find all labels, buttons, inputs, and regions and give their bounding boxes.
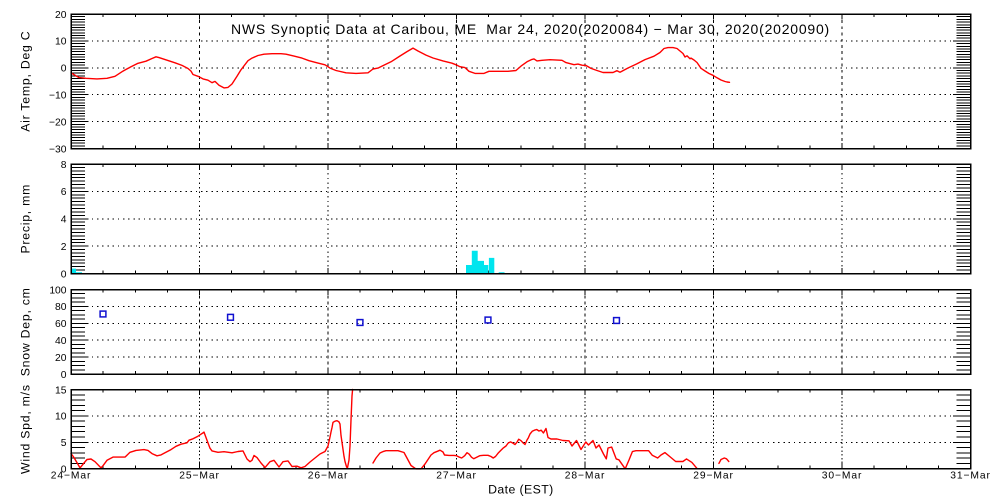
svg-text:10: 10 (55, 37, 67, 48)
svg-text:40: 40 (55, 336, 67, 347)
svg-text:25−Mar: 25−Mar (179, 471, 220, 482)
svg-text:NWS Synoptic Data at Caribou,: NWS Synoptic Data at Caribou, ME Mar 24,… (231, 21, 830, 37)
svg-text:60: 60 (55, 319, 67, 330)
svg-text:80: 80 (55, 302, 67, 313)
svg-text:−20: −20 (49, 117, 67, 128)
svg-text:24−Mar: 24−Mar (51, 471, 92, 482)
svg-text:Wind Spd, m/s: Wind Spd, m/s (19, 384, 33, 474)
svg-text:Air Temp, Deg C: Air Temp, Deg C (19, 31, 33, 132)
svg-text:6: 6 (61, 187, 67, 198)
svg-text:2: 2 (61, 242, 67, 253)
svg-text:10: 10 (55, 412, 67, 423)
svg-text:Snow Dep, cm: Snow Dep, cm (19, 287, 33, 376)
svg-text:−10: −10 (49, 91, 67, 102)
svg-text:Date (EST): Date (EST) (488, 483, 554, 497)
svg-text:0: 0 (61, 269, 67, 280)
svg-text:5: 5 (61, 438, 67, 449)
svg-text:31−Mar: 31−Mar (950, 471, 991, 482)
svg-text:29−Mar: 29−Mar (693, 471, 734, 482)
svg-text:Precip, mm: Precip, mm (19, 184, 33, 254)
svg-text:0: 0 (61, 64, 67, 75)
svg-text:−30: −30 (49, 144, 67, 155)
svg-text:20: 20 (55, 353, 67, 364)
svg-text:30−Mar: 30−Mar (822, 471, 863, 482)
svg-text:20: 20 (55, 10, 67, 21)
svg-text:15: 15 (55, 385, 67, 396)
svg-text:4: 4 (61, 215, 67, 226)
svg-text:0: 0 (61, 370, 67, 381)
svg-text:100: 100 (49, 285, 66, 296)
svg-text:8: 8 (61, 160, 67, 171)
svg-text:26−Mar: 26−Mar (308, 471, 349, 482)
svg-text:28−Mar: 28−Mar (565, 471, 606, 482)
svg-text:27−Mar: 27−Mar (436, 471, 477, 482)
svg-text:0: 0 (61, 465, 67, 476)
